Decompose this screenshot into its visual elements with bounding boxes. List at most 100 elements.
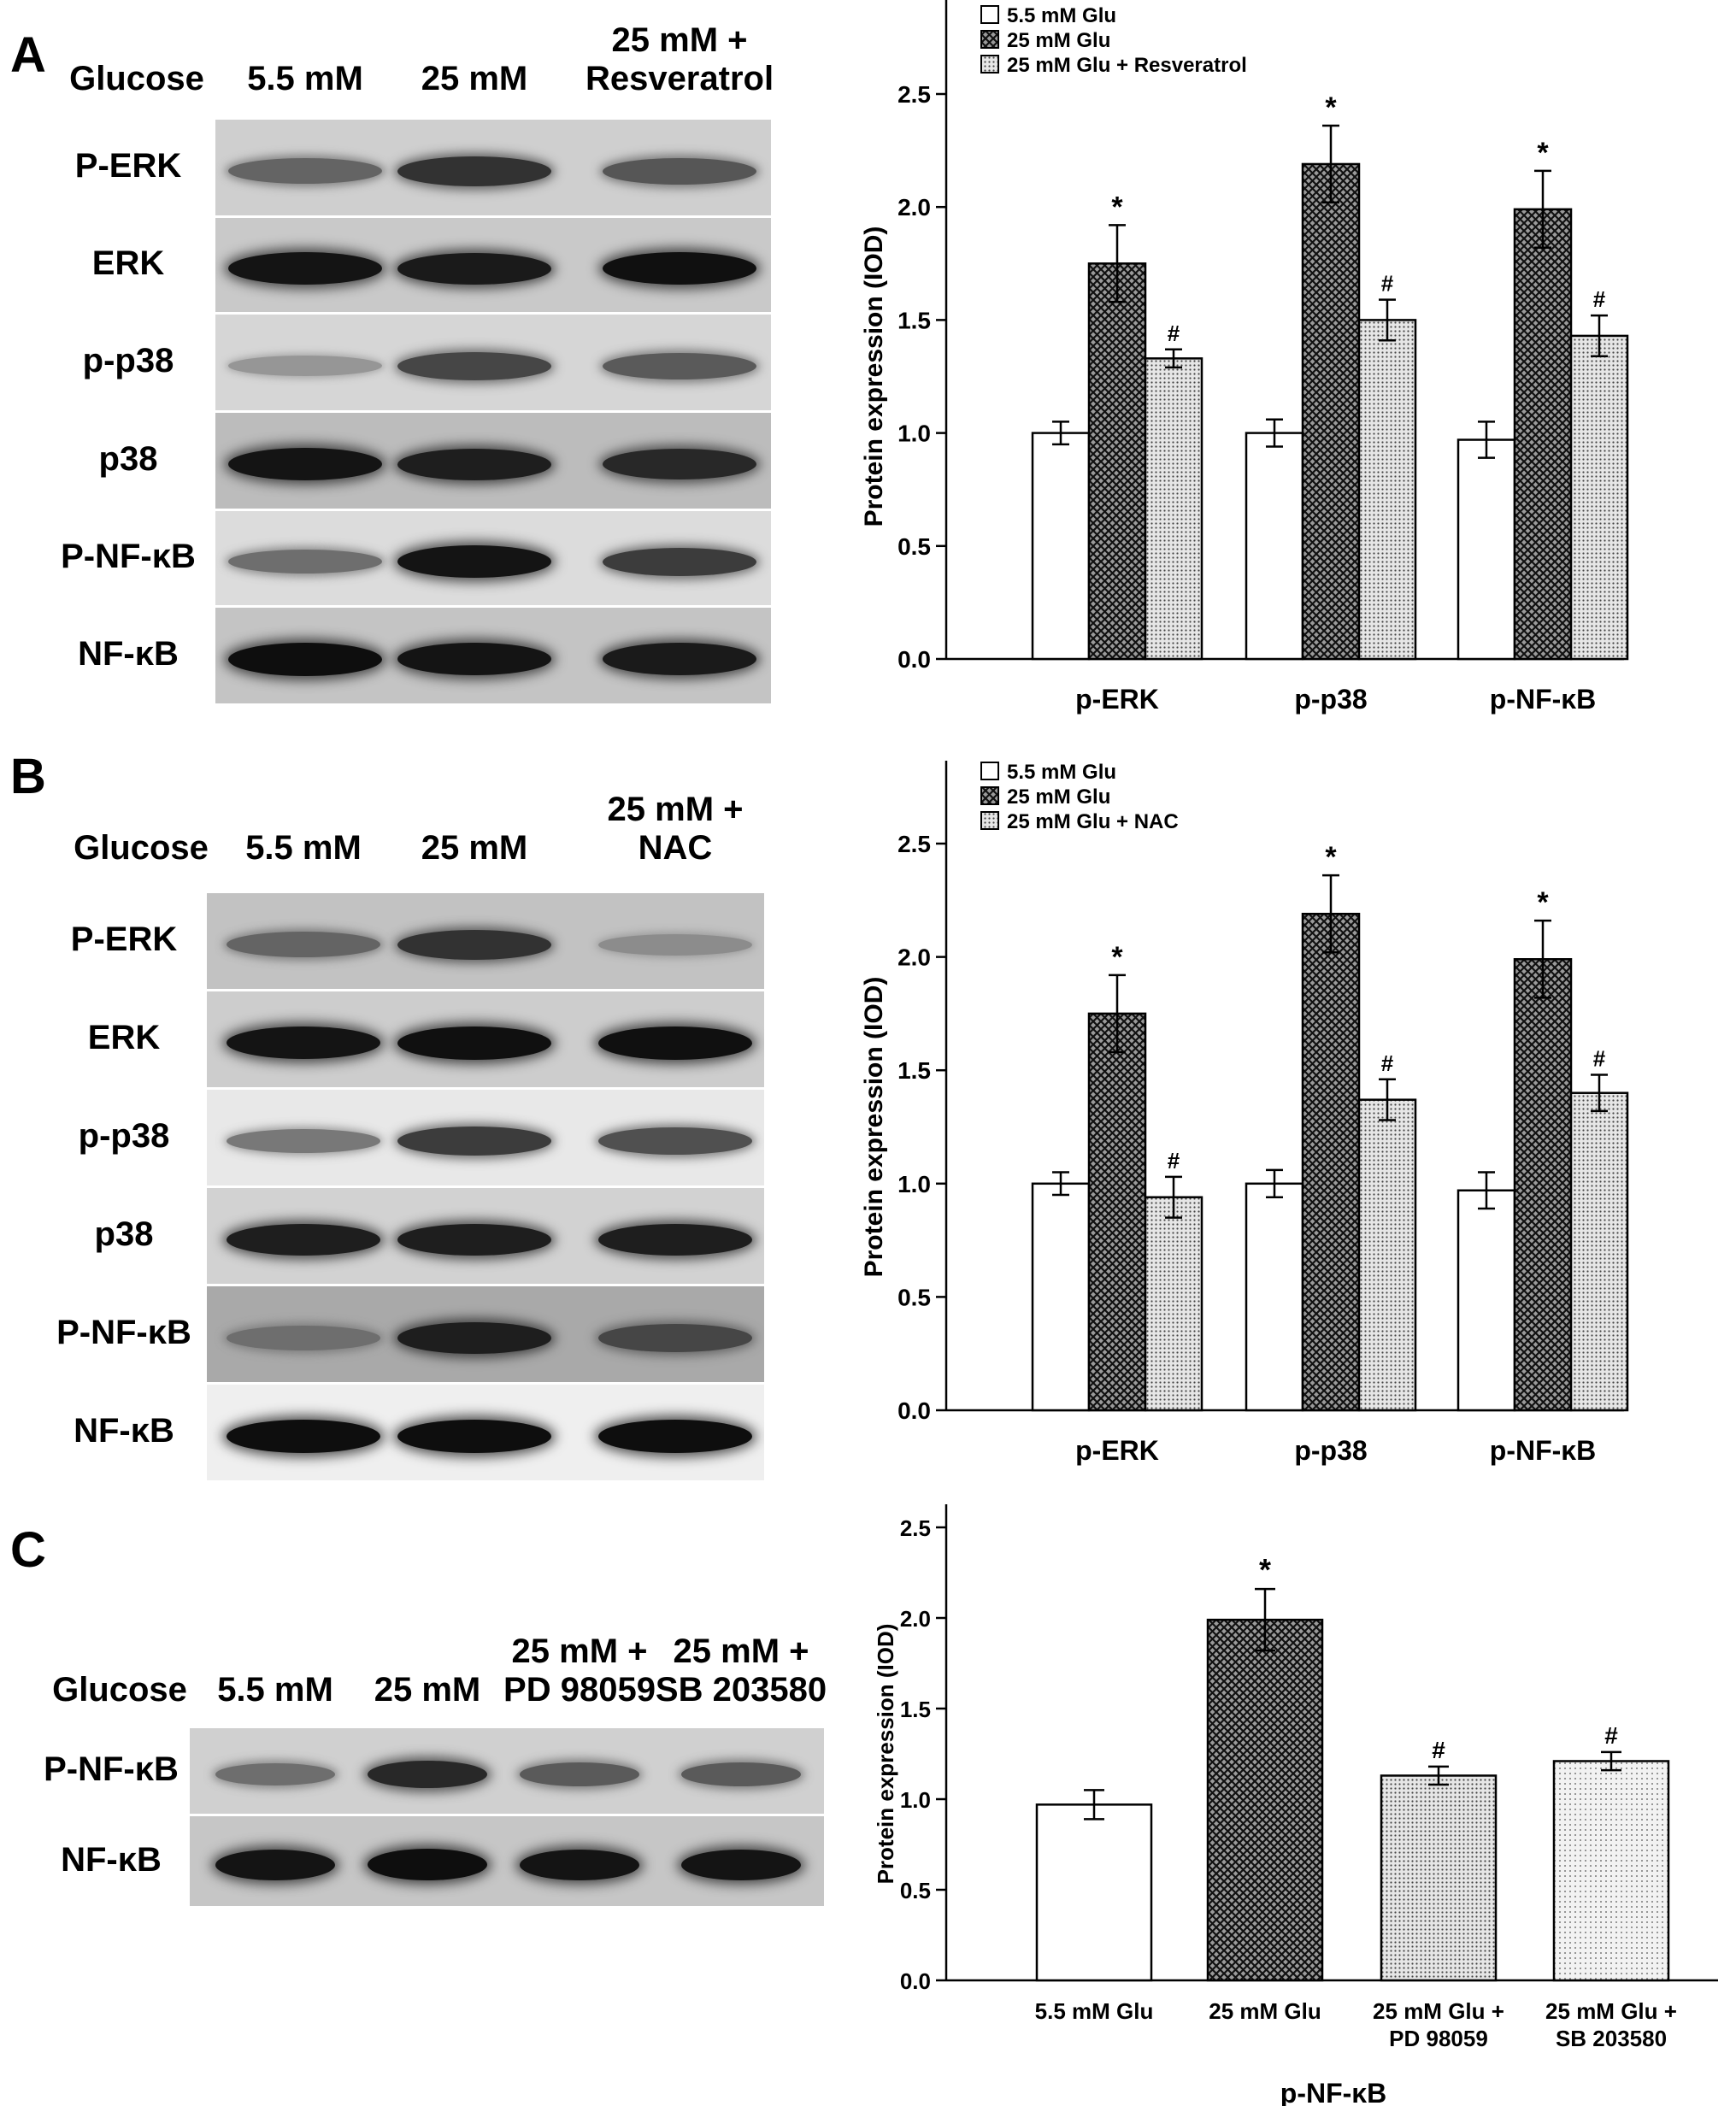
blot-band — [603, 352, 756, 379]
blot-band — [603, 157, 756, 185]
significance-marker: # — [1593, 286, 1606, 312]
blot-row-label: P-NF-κB — [56, 1314, 191, 1351]
legend-swatch — [980, 811, 999, 830]
blot-band — [397, 252, 551, 285]
legend-label: 25 mM Glu + Resveratrol — [1007, 54, 1247, 77]
bar-chart-c: 0.0 0.5 1.0 1.5 2.0 2.5 Protein expression (IO… — [873, 1504, 1718, 2106]
y-tick-label: 1.0 — [897, 1171, 931, 1197]
lane-label-line: NAC — [638, 828, 713, 867]
blot-band — [228, 448, 382, 480]
legend-label: 25 mM Glu + NAC — [1007, 810, 1179, 833]
blot-band — [227, 1223, 380, 1256]
blot-strip — [207, 1090, 764, 1185]
column-header-glucose: Glucose — [69, 60, 204, 97]
lane-label: 25 mM — [355, 829, 594, 868]
significance-marker: # — [1593, 1046, 1606, 1072]
blot-band — [228, 550, 382, 574]
significance-marker: * — [1259, 1552, 1271, 1587]
blot-band — [603, 547, 756, 576]
blot-band — [397, 1127, 551, 1156]
blot-band — [397, 1419, 551, 1453]
bar — [1206, 1618, 1324, 1982]
x-category-label: SB 203580 — [1556, 2026, 1667, 2051]
lane-label: 25 mM — [308, 1671, 547, 1709]
bar — [1357, 319, 1417, 661]
bar-chart-b: 0.0 0.5 1.0 1.5 2.0 2.5 Protein expression (IO… — [860, 761, 1629, 1466]
lane-label-line: 25 mM + — [673, 1632, 809, 1670]
blot-band — [368, 1761, 487, 1788]
bar-chart-a: 0.0 0.5 1.0 1.5 2.0 2.5 Protein expression (IO… — [860, 0, 1629, 715]
legend-label: 5.5 mM Glu — [1007, 761, 1116, 784]
bar — [1357, 1098, 1417, 1412]
blot-band — [227, 1325, 380, 1350]
blot-band — [681, 1849, 801, 1880]
legend-swatch — [980, 762, 999, 780]
lane-label: 5.5 mM — [184, 829, 423, 868]
blot-row-label: P-ERK — [70, 921, 178, 958]
blot-band — [227, 932, 380, 957]
blot-row-label: p-p38 — [82, 342, 174, 379]
blot-band — [397, 929, 551, 960]
legend-swatch — [980, 55, 999, 74]
legend-swatch — [980, 30, 999, 49]
y-tick-label: 2.5 — [900, 1515, 931, 1541]
y-tick-label: 2.0 — [897, 944, 931, 971]
blot-band — [603, 449, 756, 479]
blot-strip — [207, 893, 764, 989]
blot-band — [520, 1849, 639, 1880]
bar — [1513, 208, 1573, 661]
blot-band — [397, 545, 551, 578]
significance-marker: * — [1325, 841, 1337, 874]
bar — [1301, 162, 1361, 661]
bar — [1144, 1196, 1203, 1412]
panel-letter-a: A — [10, 27, 46, 83]
blot-band — [397, 1321, 551, 1354]
bar — [1552, 1760, 1670, 1982]
blot-band — [598, 1223, 752, 1256]
blot-band — [227, 1419, 380, 1453]
bar — [1035, 1803, 1153, 1982]
bar — [1245, 432, 1304, 661]
blot-row-label: P-ERK — [74, 147, 182, 185]
column-header-glucose: Glucose — [74, 829, 209, 867]
blot-strip — [190, 1816, 824, 1906]
x-axis-label: p-NF-κB — [1280, 2078, 1386, 2106]
blot-band — [598, 1127, 752, 1155]
blot-strip — [215, 413, 771, 509]
blot-band — [397, 448, 551, 480]
x-category-label: 25 mM Glu + — [1545, 1998, 1677, 2024]
blot-strip — [207, 1385, 764, 1480]
blot-band — [228, 158, 382, 184]
significance-marker: * — [1325, 91, 1337, 124]
blot-band — [603, 643, 756, 675]
y-tick-label: 0.0 — [897, 646, 931, 673]
legend-label: 5.5 mM Glu — [1007, 4, 1116, 27]
bar — [1031, 1182, 1091, 1412]
significance-marker: * — [1537, 886, 1549, 919]
blot-row-label: ERK — [91, 244, 165, 282]
blot-strip — [207, 991, 764, 1087]
blot-row-label: NF-κB — [61, 1840, 162, 1879]
blot-band — [520, 1762, 639, 1786]
blot-row-label: p-p38 — [78, 1117, 170, 1155]
y-tick-label: 0.5 — [897, 1284, 931, 1310]
y-axis-label: Protein expression (IOD) — [860, 977, 888, 1278]
blot-strip — [215, 608, 771, 703]
y-tick-label: 1.0 — [900, 1787, 931, 1813]
blot-row-label: NF-κB — [74, 1412, 174, 1450]
y-tick-label: 2.0 — [897, 194, 931, 221]
y-tick-label: 1.5 — [897, 307, 931, 333]
blot-band — [598, 1323, 752, 1352]
bar — [1245, 1182, 1304, 1412]
significance-marker: * — [1537, 137, 1549, 169]
y-tick-label: 2.5 — [897, 831, 931, 857]
lane-label: 25 mM + SB 203580 — [621, 1632, 861, 1709]
significance-marker: # — [1432, 1737, 1445, 1763]
lane-label: 5.5 mM — [185, 60, 425, 98]
bar — [1031, 432, 1091, 661]
blot-row-label: p38 — [94, 1215, 154, 1253]
blot-band — [397, 1026, 551, 1060]
column-header-glucose: Glucose — [52, 1671, 187, 1709]
panel-letter-b: B — [10, 749, 46, 804]
y-tick-label: 0.0 — [900, 1968, 931, 1994]
